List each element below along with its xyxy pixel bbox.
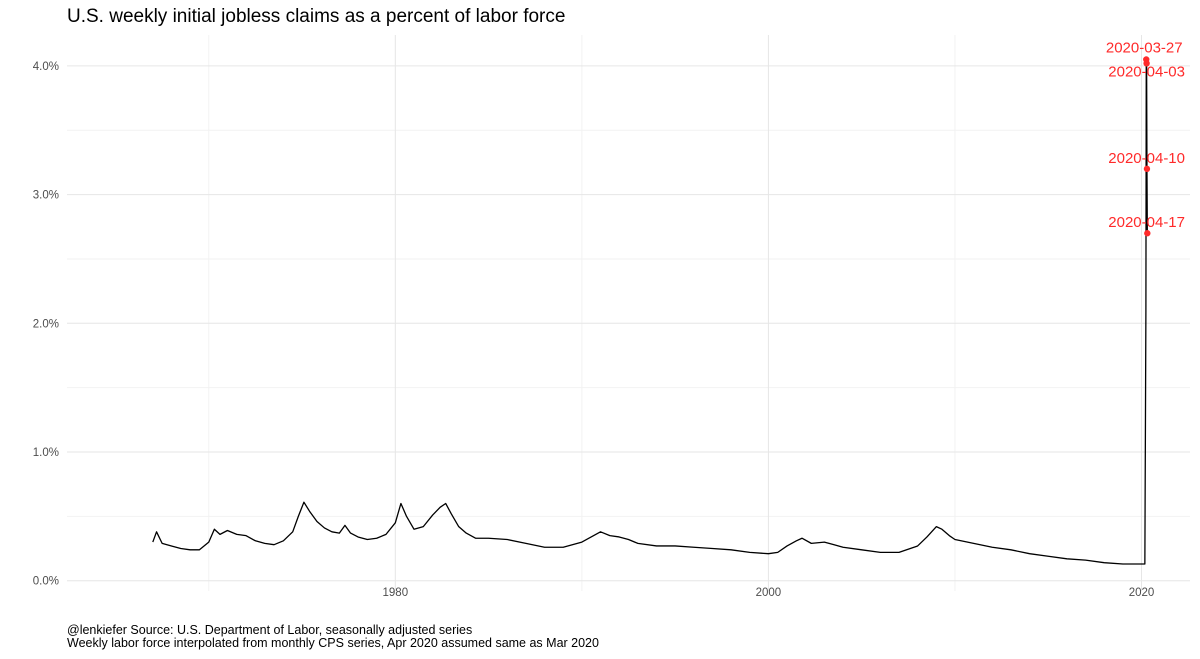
highlight-label: 2020-03-27 <box>1106 39 1183 56</box>
highlight-label: 2020-04-17 <box>1108 214 1185 231</box>
highlighted-points: 2020-03-27 2020-04-03 2020-04-10 2020-04-17 <box>1106 39 1185 237</box>
highlight-point <box>1143 165 1151 173</box>
x-tick-label: 2000 <box>756 587 782 599</box>
chart-title: U.S. weekly initial jobless claims as a … <box>67 6 566 27</box>
highlight-point <box>1144 230 1151 237</box>
y-tick-label: 1.0% <box>33 447 59 459</box>
major-gridlines <box>67 35 1190 591</box>
caption-line-source: @lenkiefer Source: U.S. Department of La… <box>67 623 473 637</box>
caption-line-note: Weekly labor force interpolated from mon… <box>67 636 599 650</box>
chart-caption: @lenkiefer Source: U.S. Department of La… <box>67 624 599 650</box>
highlight-point <box>1143 60 1150 67</box>
highlight-label: 2020-04-03 <box>1108 63 1185 80</box>
y-axis-ticks: 0.0% 1.0% 2.0% 3.0% 4.0% <box>33 61 59 588</box>
y-tick-label: 3.0% <box>33 190 59 202</box>
y-tick-label: 4.0% <box>33 61 59 73</box>
y-tick-label: 2.0% <box>33 318 59 330</box>
highlight-label: 2020-04-10 <box>1108 150 1185 167</box>
y-tick-label: 0.0% <box>33 576 59 588</box>
minor-gridlines <box>67 35 1190 591</box>
x-axis-ticks: 1980 2000 2020 <box>383 587 1155 599</box>
series-lines <box>152 58 1148 565</box>
x-tick-label: 1980 <box>383 587 409 599</box>
series-line <box>152 58 1148 565</box>
x-tick-label: 2020 <box>1129 587 1155 599</box>
